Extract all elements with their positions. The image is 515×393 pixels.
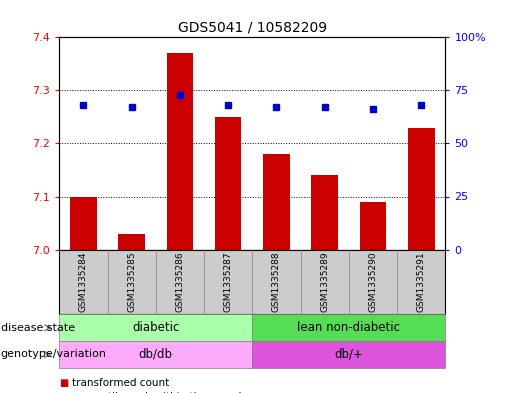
Text: genotype/variation: genotype/variation [1, 349, 107, 360]
Bar [263, 154, 290, 250]
Bar [408, 128, 435, 250]
Text: db/db: db/db [139, 348, 173, 361]
Bar [167, 53, 193, 250]
Text: GSM1335284: GSM1335284 [79, 252, 88, 312]
Text: GSM1335289: GSM1335289 [320, 252, 329, 312]
Text: db/+: db/+ [334, 348, 364, 361]
Bar [215, 117, 242, 250]
Text: GSM1335288: GSM1335288 [272, 252, 281, 312]
Bar [70, 196, 97, 250]
Text: transformed count: transformed count [72, 378, 169, 388]
Text: GSM1335290: GSM1335290 [369, 252, 377, 312]
Text: GSM1335287: GSM1335287 [224, 252, 233, 312]
Bar [312, 175, 338, 250]
Title: GDS5041 / 10582209: GDS5041 / 10582209 [178, 21, 327, 35]
Text: ■: ■ [59, 378, 68, 388]
Text: ■: ■ [59, 392, 68, 393]
Text: GSM1335291: GSM1335291 [417, 252, 426, 312]
Text: diabetic: diabetic [132, 321, 179, 334]
Text: GSM1335286: GSM1335286 [176, 252, 184, 312]
Text: lean non-diabetic: lean non-diabetic [298, 321, 401, 334]
Text: disease state: disease state [1, 323, 75, 333]
Bar [360, 202, 386, 250]
Text: percentile rank within the sample: percentile rank within the sample [72, 392, 248, 393]
Bar [118, 234, 145, 250]
Text: GSM1335285: GSM1335285 [127, 252, 136, 312]
